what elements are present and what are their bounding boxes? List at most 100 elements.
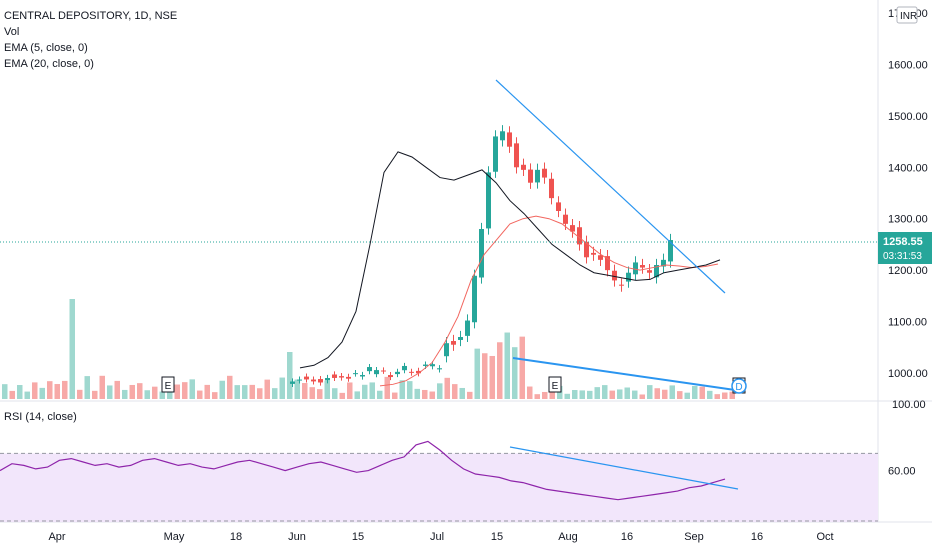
volume-bar [587,390,593,399]
rsi-tick-label: 100.00 [892,399,926,411]
volume-bar [92,390,98,399]
volume-bar [594,387,600,399]
volume-bar [489,355,495,399]
candle [297,376,302,384]
volume-legend[interactable]: Vol [4,26,20,38]
volume-bar [459,387,465,399]
candle-body [346,376,351,379]
candle [626,266,631,288]
marker-label: E [165,381,172,392]
candle-body [542,168,547,178]
volume-bar [527,386,533,399]
candle-body [563,214,568,224]
volume-bar [497,342,503,399]
candle [661,253,666,273]
volume-bar [482,353,488,399]
volume-bar [579,390,585,399]
rsi-trendline [509,446,739,490]
volume-bar [722,392,728,399]
volume-bar [17,385,23,399]
candle-body [388,375,393,378]
candle [388,371,393,381]
ema20-legend[interactable]: EMA (20, close, 0) [4,58,94,70]
volume-bar [707,390,713,399]
candle-body [514,143,519,168]
volume-bar [144,390,150,399]
volume-bar [287,352,293,399]
candle [668,233,673,268]
candle-body [633,262,638,275]
volume-bar [9,390,15,399]
candle [514,137,519,174]
candle [458,330,463,347]
currency-badge-label: INR [900,11,917,22]
currency-badge: INR [896,6,918,24]
candle [395,368,400,378]
volume-bar [632,390,638,399]
volume-bar [279,377,285,399]
candle-body [402,365,407,371]
candle [416,367,421,377]
volume-bar [32,382,38,399]
candle-body [290,381,295,384]
candle [444,337,449,363]
candle-body [367,367,372,372]
x-tick-label: 15 [352,531,364,543]
volume-bar [617,389,623,399]
ema5-legend[interactable]: EMA (5, close, 0) [4,42,88,54]
x-tick-label: Oct [816,531,833,543]
marker-label: D [735,382,742,393]
volume-bar [339,392,345,399]
volume-bar [264,379,270,399]
volume-bar [69,299,75,399]
candle [360,371,365,380]
candle [577,221,582,251]
candle-body [661,259,666,267]
candle [437,365,442,373]
volume-bar [572,390,578,399]
volume-bar [347,382,353,399]
candle-body [556,202,561,211]
x-tick-label: 15 [491,531,503,543]
volume-bar [24,391,30,399]
volume-bar [602,385,608,399]
candle-body [486,172,491,229]
volume-bar [677,391,683,399]
ema5-line [299,151,721,369]
candle-body [605,256,610,271]
volume-bar [204,384,210,399]
candle-body [444,343,449,357]
candle [556,196,561,218]
candle-body [409,371,414,373]
volume-bar [2,384,8,399]
x-tick-label: 18 [230,531,242,543]
candle [339,373,344,381]
volume-bar [452,384,458,399]
marker-label: E [552,381,559,392]
candle-body [472,275,477,323]
symbol-title[interactable]: CENTRAL DEPOSITORY, 1D, NSE [4,10,178,22]
candle-body [311,379,316,382]
rsi-legend[interactable]: RSI (14, close) [4,411,77,423]
candle [465,314,470,343]
volume-bar [114,380,120,399]
volume-bar [609,390,615,399]
candle-body [325,378,330,381]
volume-bar [399,380,405,399]
volume-bar [512,347,518,399]
volume-bar [654,388,660,399]
candle-body [591,252,596,255]
x-tick-label: Sep [684,531,704,543]
candle [381,367,386,374]
volume-bar [422,389,428,399]
price-trendline [495,79,726,294]
volume-bar [369,382,375,399]
volume-bar [392,392,398,399]
price-tag-countdown: 03:31:53 [883,251,922,262]
chart-legend: CENTRAL DEPOSITORY, 1D, NSE Vol EMA (5, … [4,8,177,72]
volume-bar [309,387,315,399]
candle [374,366,379,378]
volume-bar [174,384,180,399]
